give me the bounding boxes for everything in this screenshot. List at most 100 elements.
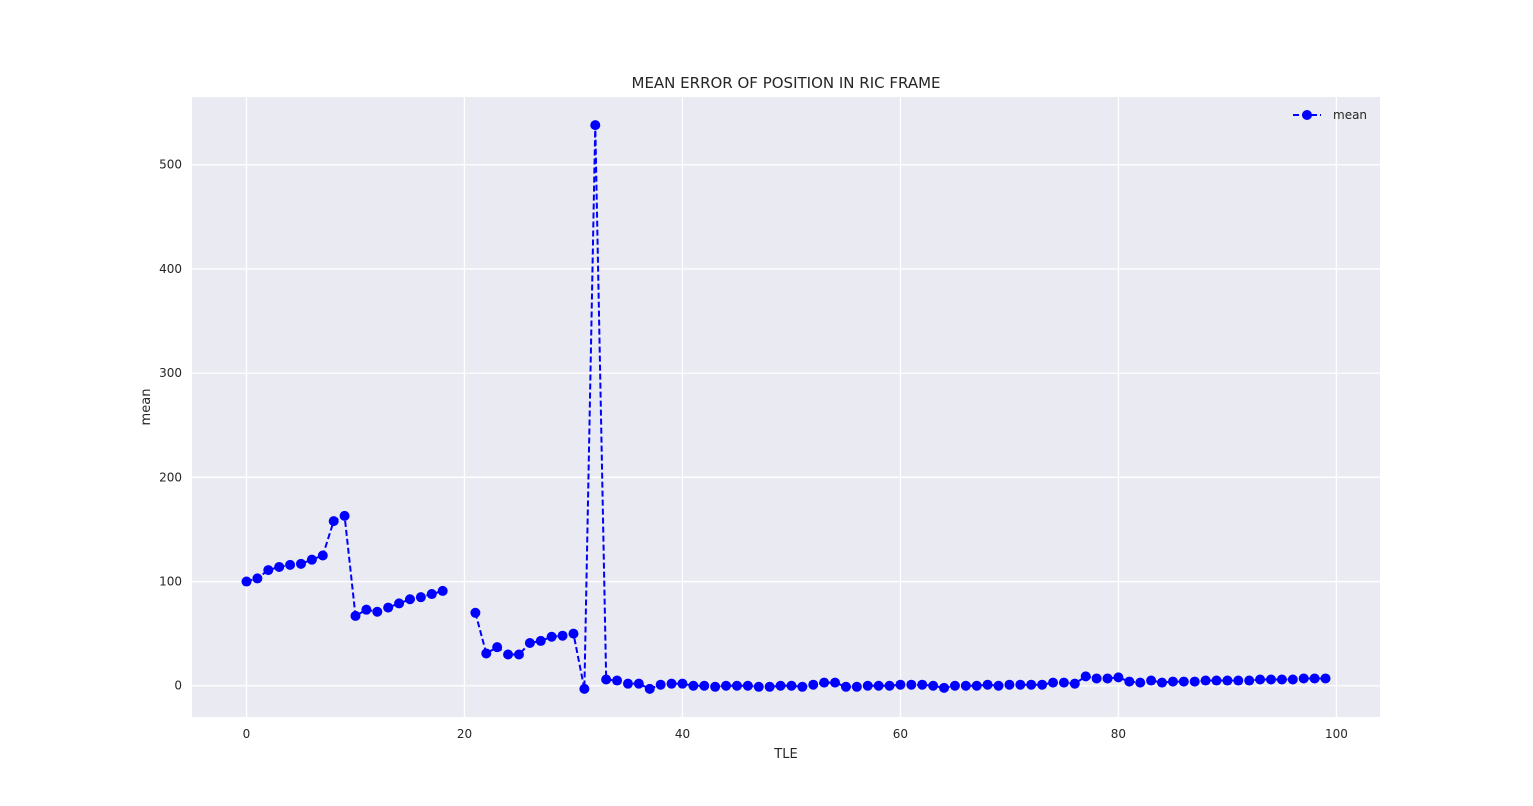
data-point — [939, 682, 950, 693]
data-point — [1287, 674, 1298, 685]
y-tick-label: 100 — [159, 575, 182, 589]
data-point — [317, 550, 328, 561]
data-point — [1113, 672, 1124, 683]
data-point — [808, 679, 819, 690]
data-point — [688, 680, 699, 691]
data-point — [960, 680, 971, 691]
data-point — [1004, 679, 1015, 690]
data-point — [404, 594, 415, 605]
tick-labels: 0 20 40 60 80 100 0 100 200 300 400 500 — [159, 158, 1348, 741]
data-point — [731, 680, 742, 691]
data-point — [775, 680, 786, 691]
data-point — [753, 681, 764, 692]
data-point — [742, 680, 753, 691]
y-tick-label: 400 — [159, 262, 182, 276]
data-point — [612, 675, 623, 686]
data-point — [579, 683, 590, 694]
data-point — [437, 585, 448, 596]
data-point — [721, 680, 732, 691]
y-tick-label: 200 — [159, 470, 182, 484]
data-point — [274, 561, 285, 572]
data-point — [906, 679, 917, 690]
data-point — [1255, 674, 1266, 685]
data-point — [1037, 679, 1048, 690]
data-point — [306, 554, 317, 565]
data-point — [644, 683, 655, 694]
data-point — [546, 631, 557, 642]
grid — [192, 97, 1380, 717]
data-point — [1135, 677, 1146, 688]
y-tick-label: 0 — [174, 679, 182, 693]
data-point — [884, 680, 895, 691]
data-point — [786, 680, 797, 691]
data-point — [1015, 679, 1026, 690]
data-point — [622, 678, 633, 689]
plot-area — [192, 97, 1380, 717]
data-point — [1320, 673, 1331, 684]
data-point — [328, 516, 339, 527]
data-point — [982, 679, 993, 690]
data-point — [666, 678, 677, 689]
data-point — [415, 592, 426, 603]
data-point — [655, 679, 666, 690]
x-tick-label: 80 — [1111, 727, 1126, 741]
data-point — [819, 677, 830, 688]
data-point — [1309, 673, 1320, 684]
data-point — [710, 681, 721, 692]
data-point — [830, 677, 841, 688]
data-point — [1222, 675, 1233, 686]
data-point — [503, 649, 514, 660]
data-point — [361, 604, 372, 615]
data-point — [917, 679, 928, 690]
legend-label: mean — [1333, 108, 1367, 122]
data-point — [699, 680, 710, 691]
data-point — [339, 510, 350, 521]
x-tick-label: 40 — [675, 727, 690, 741]
data-point — [797, 681, 808, 692]
data-point — [1178, 676, 1189, 687]
data-point — [1200, 675, 1211, 686]
data-point — [350, 610, 361, 621]
data-point — [1266, 674, 1277, 685]
data-point — [1124, 676, 1135, 687]
data-point — [633, 678, 644, 689]
data-point — [524, 638, 535, 649]
data-point — [1048, 677, 1059, 688]
data-point — [1167, 676, 1178, 687]
x-tick-label: 0 — [243, 727, 251, 741]
x-axis-label: TLE — [773, 747, 797, 762]
x-tick-label: 100 — [1325, 727, 1348, 741]
data-point — [1244, 675, 1255, 686]
y-tick-label: 500 — [159, 158, 182, 172]
data-point — [426, 589, 437, 600]
legend: mean — [1293, 108, 1367, 122]
data-point — [1146, 675, 1157, 686]
chart-title: MEAN ERROR OF POSITION IN RIC FRAME — [632, 74, 941, 92]
data-point — [513, 649, 524, 660]
data-point — [394, 598, 405, 609]
data-point — [1189, 676, 1200, 687]
data-point — [590, 120, 601, 131]
data-point — [873, 680, 884, 691]
y-tick-label: 300 — [159, 366, 182, 380]
data-point — [1211, 675, 1222, 686]
data-point — [1233, 675, 1244, 686]
data-point — [971, 680, 982, 691]
data-point — [383, 602, 394, 613]
data-point — [252, 573, 263, 584]
data-point — [535, 635, 546, 646]
data-point — [1080, 671, 1091, 682]
x-tick-label: 20 — [457, 727, 472, 741]
data-point — [568, 628, 579, 639]
data-point — [993, 680, 1004, 691]
data-point — [840, 681, 851, 692]
data-point — [764, 681, 775, 692]
data-point — [895, 679, 906, 690]
data-point — [295, 558, 306, 569]
data-point — [372, 606, 383, 617]
data-point — [241, 576, 252, 587]
x-tick-label: 60 — [893, 727, 908, 741]
data-point — [1091, 673, 1102, 684]
data-point — [470, 607, 481, 618]
